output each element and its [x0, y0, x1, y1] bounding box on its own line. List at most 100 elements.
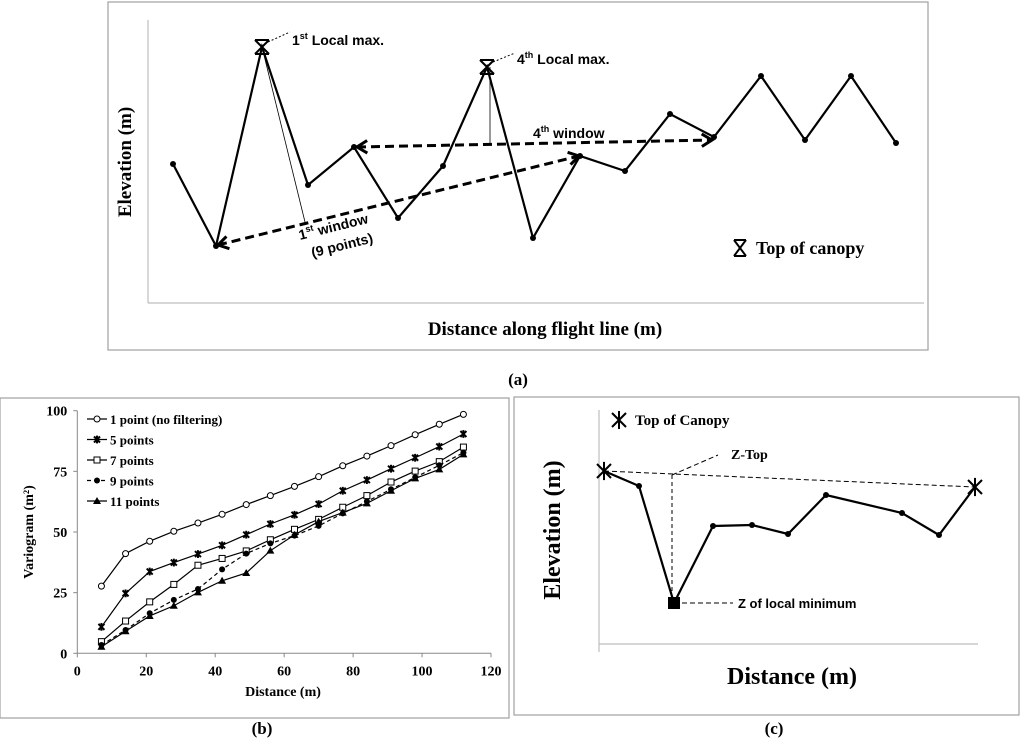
first-window-label: 1st window (9 points): [297, 210, 375, 260]
legend-label: 5 points: [110, 433, 154, 448]
filled-triangle-marker: [169, 601, 178, 609]
fourth-window-arrow: [354, 132, 715, 155]
profile-point: [351, 144, 357, 150]
open-square-marker: [363, 492, 371, 500]
filled-triangle-marker: [218, 576, 227, 584]
profile-point: [305, 182, 311, 188]
open-circle-marker: [339, 462, 347, 470]
panel-b-frame: [0, 397, 510, 719]
y-tick-label: 75: [53, 465, 67, 480]
fourth-max-leader: [492, 52, 516, 63]
x-tick-label: 40: [208, 664, 222, 679]
open-circle-marker: [146, 537, 154, 545]
legend-item: 11 points: [87, 494, 160, 509]
open-circle-marker: [194, 519, 202, 527]
profile-point: [899, 510, 905, 516]
top-of-canopy-marker: [967, 477, 983, 497]
x-tick-label: 60: [277, 664, 291, 679]
y-tick-label: 100: [46, 405, 67, 420]
profile-point: [802, 137, 808, 143]
first-window-pointer: [261, 46, 306, 223]
open-circle-marker: [122, 550, 130, 558]
open-circle-marker: [170, 527, 178, 535]
filled-triangle-marker: [387, 486, 396, 494]
first-local-max-label: 1st Local max.: [292, 31, 384, 48]
profile-point: [893, 140, 899, 146]
profile-point: [530, 235, 536, 241]
star-marker: [170, 558, 178, 567]
legend-item: 1 point (no filtering): [87, 412, 222, 427]
open-circle-marker: [266, 492, 274, 500]
fourth-local-max-label: 4th Local max.: [517, 50, 610, 67]
panel-c-legend: Top of Canopy: [611, 411, 730, 429]
filled-triangle-marker: [314, 517, 323, 525]
filled-triangle-marker: [435, 465, 444, 473]
profile-point: [710, 523, 716, 529]
fourth-window-label: 4th window: [533, 124, 605, 141]
filled-circle-marker: [243, 550, 250, 557]
filled-circle-marker: [436, 462, 443, 469]
filled-triangle-marker: [266, 546, 275, 554]
star-marker: [314, 500, 323, 509]
panel-b-axes: 0 25 50 75 100 0 20 40 60 80 100 120: [46, 405, 501, 680]
open-square-marker: [218, 554, 226, 562]
first-max-leader: [267, 31, 291, 43]
open-square-marker: [194, 561, 202, 569]
filled-triangle-marker: [411, 474, 420, 482]
open-circle-marker: [363, 452, 371, 460]
star-marker: [145, 567, 154, 576]
filled-circle-marker: [267, 540, 274, 547]
y-tick-label: 25: [53, 587, 67, 602]
profile-point: [823, 492, 829, 498]
local-minimum-marker: [668, 597, 680, 609]
star-marker: [411, 453, 419, 462]
star-marker: [97, 622, 106, 631]
panel-c-profile: [596, 454, 983, 609]
legend-label: 11 points: [110, 494, 160, 509]
arrowhead-icon: [215, 235, 230, 251]
x-tick-label: 120: [481, 664, 502, 679]
filled-triangle-marker: [145, 611, 154, 619]
filled-circle-marker: [94, 477, 100, 484]
panel-c-frame: [513, 396, 1020, 716]
star-marker: [121, 589, 130, 598]
filled-circle-marker: [219, 566, 226, 573]
elevation-profile-line: [603, 469, 976, 606]
filled-triangle-marker: [338, 508, 347, 516]
panel-c-y-label: Elevation (m): [540, 460, 566, 599]
profile-point: [170, 161, 176, 167]
panel-a: Elevation (m) Distance along flight line…: [107, 1, 929, 389]
legend-item: 7 points: [87, 453, 154, 468]
panel-c-caption: (c): [765, 719, 784, 738]
filled-triangle-marker: [242, 568, 251, 576]
panel-a-legend-label: Top of canopy: [756, 238, 864, 258]
x-tick-label: 20: [139, 664, 153, 679]
series-line: [100, 433, 464, 628]
local-max-marker: [479, 59, 495, 75]
series-line: [101, 453, 464, 648]
star-marker: [194, 550, 202, 558]
profile-point: [636, 483, 642, 489]
profile-point: [667, 111, 673, 117]
open-circle-marker: [290, 482, 298, 490]
open-circle-marker: [93, 415, 101, 423]
series-11-points: [97, 450, 468, 650]
star-marker: [435, 442, 443, 451]
profile-point: [936, 532, 942, 538]
star-marker: [290, 510, 299, 519]
panel-a-x-label: Distance along flight line (m): [428, 319, 662, 340]
legend-label: 9 points: [110, 474, 154, 489]
star-marker: [387, 464, 395, 473]
star-marker: [242, 530, 250, 539]
open-circle-marker: [411, 431, 419, 439]
open-square-marker: [170, 580, 178, 588]
profile-point: [848, 73, 854, 79]
panel-a-frame: [107, 1, 929, 351]
open-square-marker: [93, 456, 101, 464]
open-circle-marker: [435, 420, 443, 428]
legend-item: 5 points: [87, 433, 154, 448]
panel-b-legend: 1 point (no filtering) 5 points 7 points 9 …: [87, 412, 222, 509]
open-circle-marker: [315, 473, 323, 481]
series-line: [101, 452, 464, 646]
